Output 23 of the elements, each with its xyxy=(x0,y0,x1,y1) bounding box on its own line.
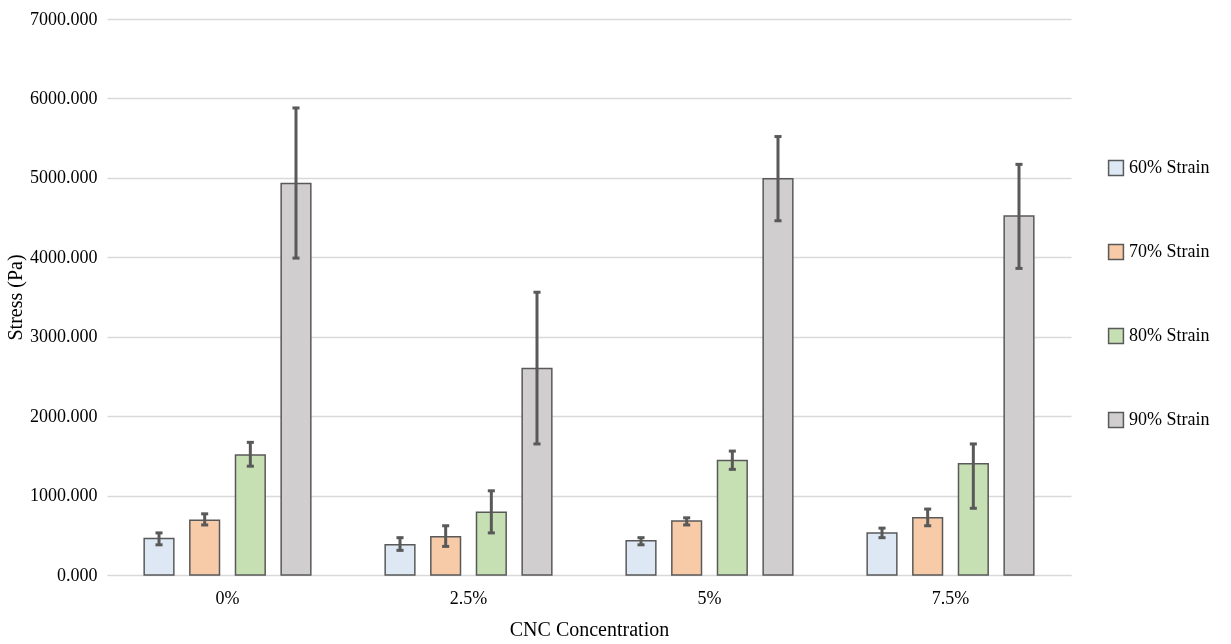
bar xyxy=(625,540,657,576)
x-tick-label: 7.5% xyxy=(931,587,970,608)
y-tick-label: 4000.000 xyxy=(30,246,98,267)
y-tick-label: 3000.000 xyxy=(30,326,98,347)
bar xyxy=(189,519,221,576)
bar xyxy=(671,520,703,576)
y-tick-label: 0.000 xyxy=(57,564,98,585)
y-tick-label: 7000.000 xyxy=(30,8,98,29)
legend-label: 60% Strain xyxy=(1129,157,1210,177)
legend-label: 90% Strain xyxy=(1129,409,1210,429)
x-tick-label: 5% xyxy=(697,587,722,608)
y-tick-label: 5000.000 xyxy=(30,167,98,188)
y-axis-title: Stress (Pa) xyxy=(4,254,27,341)
x-tick-label: 0% xyxy=(215,587,240,608)
bar xyxy=(866,532,898,576)
y-tick-label: 2000.000 xyxy=(30,405,98,426)
x-tick-label: 2.5% xyxy=(449,587,488,608)
y-tick-label: 6000.000 xyxy=(30,87,98,108)
x-axis-title: CNC Concentration xyxy=(509,617,670,640)
y-tick-label: 1000.000 xyxy=(30,485,98,506)
legend-label: 70% Strain xyxy=(1129,241,1210,261)
legend-label: 80% Strain xyxy=(1129,325,1210,345)
bar xyxy=(143,537,175,576)
